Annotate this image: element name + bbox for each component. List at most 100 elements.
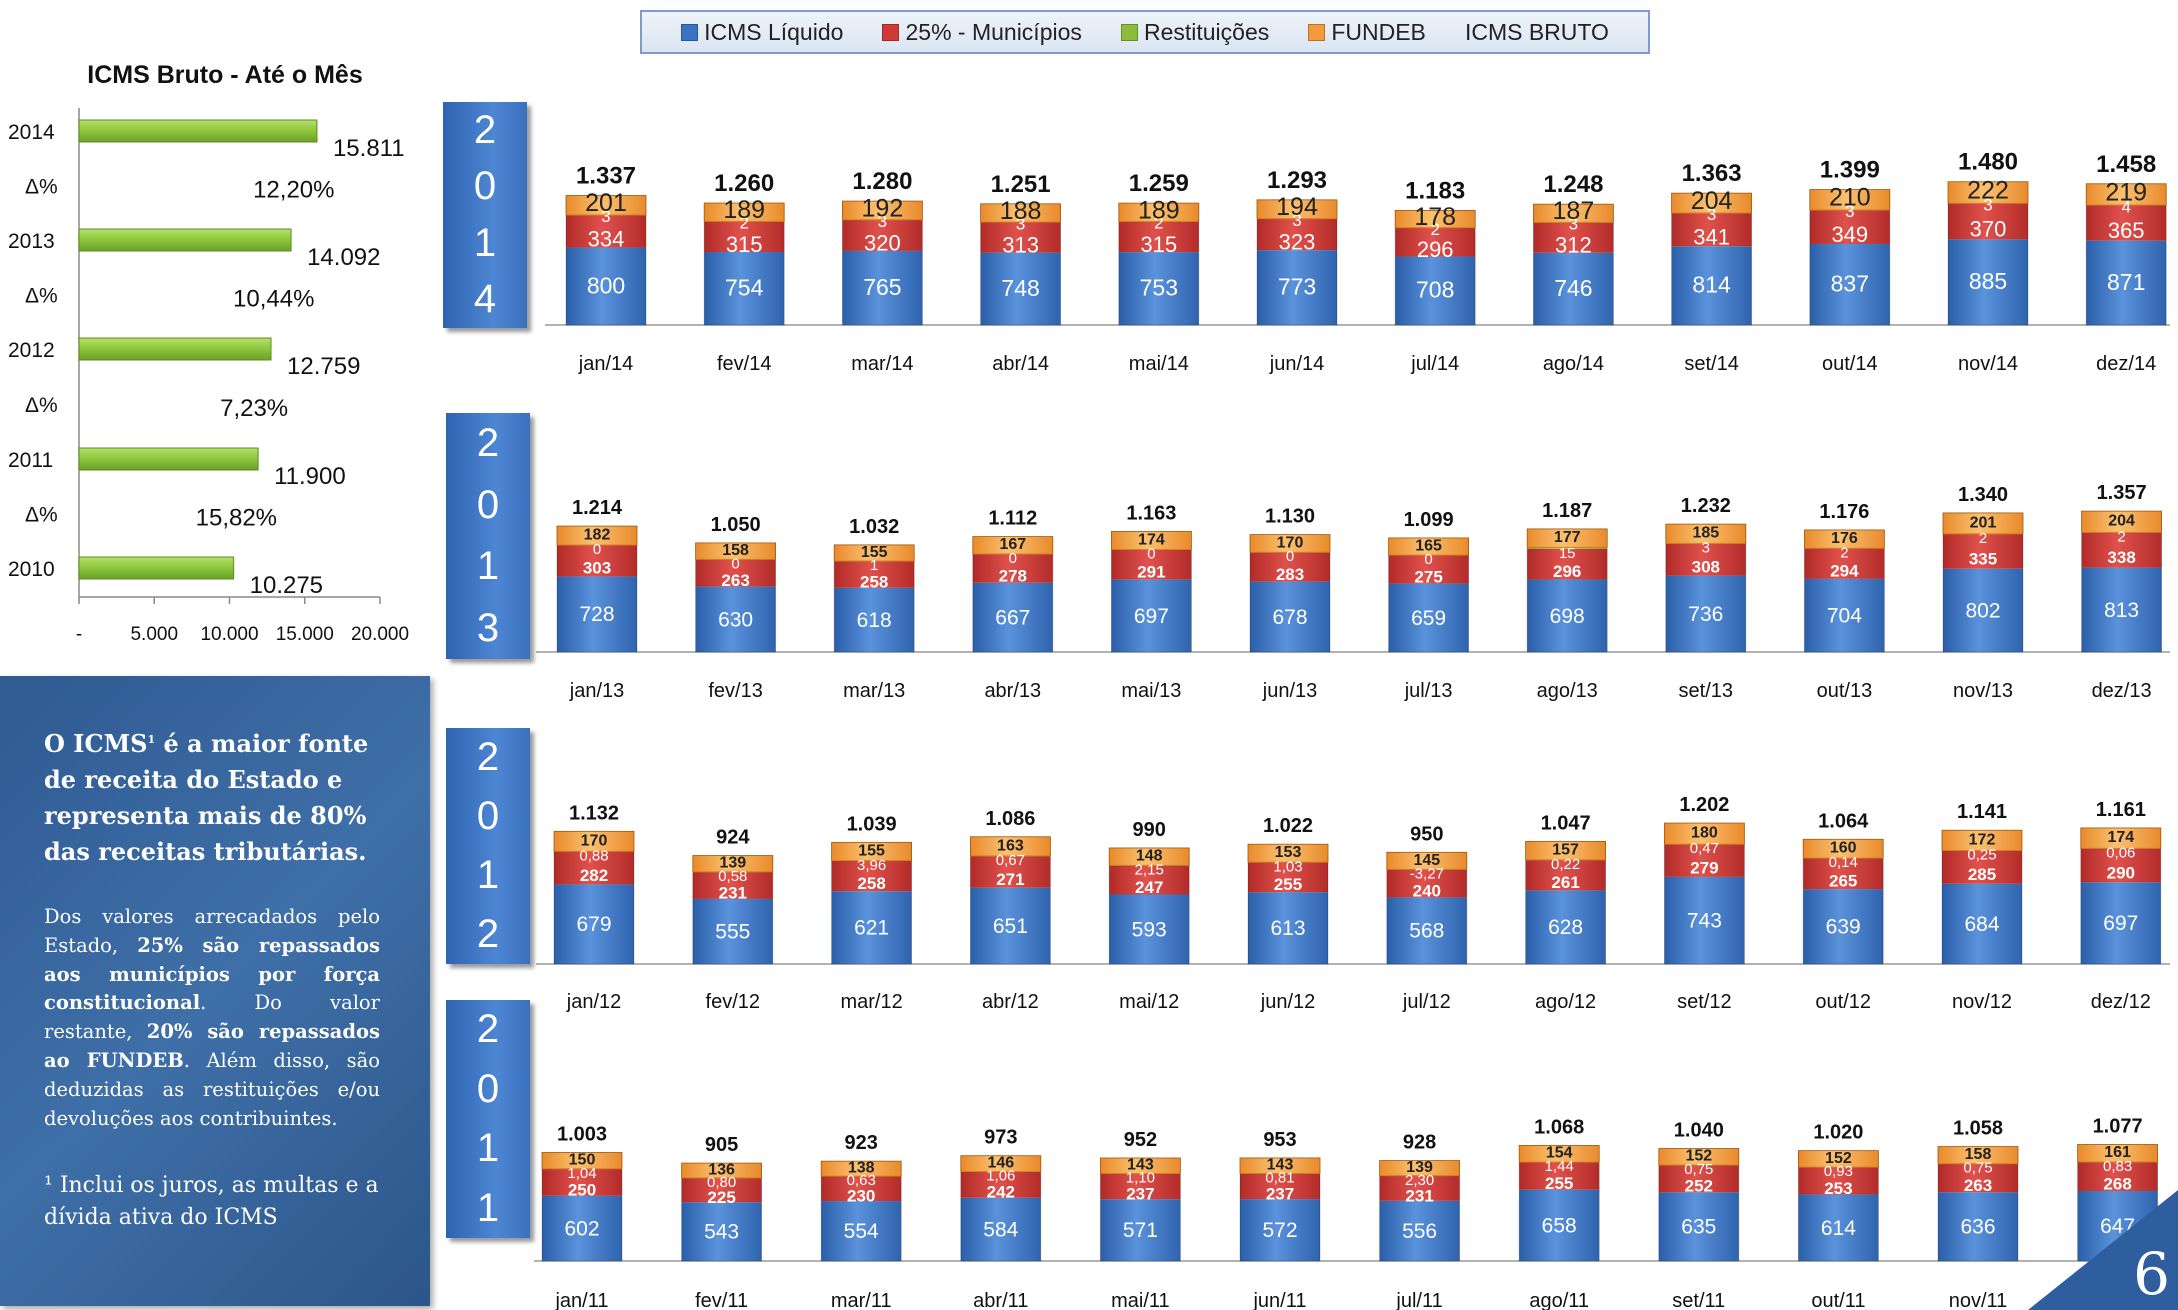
bar-outline bbox=[1947, 181, 2029, 326]
bar-fundeb bbox=[1664, 822, 1745, 845]
label-fundeb: 204 bbox=[1691, 187, 1733, 215]
legend-swatch-blue bbox=[681, 23, 699, 41]
label-icms-liquido: 555 bbox=[715, 920, 750, 943]
bar-fundeb bbox=[703, 202, 785, 222]
bar-outline bbox=[1256, 199, 1338, 326]
label-municipios: 255 bbox=[1274, 875, 1302, 894]
hbar-delta-value: 7,23% bbox=[220, 395, 288, 422]
label-icms-liquido: 613 bbox=[1270, 917, 1305, 940]
label-icms-bruto-total: 1.047 bbox=[1541, 812, 1591, 834]
month-tick-label: dez/13 bbox=[2092, 680, 2152, 702]
label-icms-liquido: 593 bbox=[1132, 918, 1167, 941]
month-tick-label: jun/11 bbox=[1252, 1290, 1306, 1310]
bar-fundeb bbox=[833, 544, 915, 562]
label-icms-bruto-total: 990 bbox=[1133, 819, 1166, 841]
label-icms-bruto-total: 1.259 bbox=[1129, 170, 1189, 197]
year-digit: 0 bbox=[476, 1066, 500, 1111]
label-fundeb: 167 bbox=[999, 536, 1026, 553]
legend-label: FUNDEB bbox=[1331, 18, 1426, 45]
month-tick-label: jan/14 bbox=[578, 353, 634, 375]
bar-icms-liquido bbox=[554, 884, 634, 964]
month-tick-label: nov/11 bbox=[1949, 1290, 2008, 1310]
label-restituicoes: 3 bbox=[1707, 205, 1716, 224]
bar-icms-liquido bbox=[970, 887, 1051, 964]
hbar-tick-label: - bbox=[76, 624, 82, 645]
label-icms-liquido: 630 bbox=[718, 608, 753, 631]
label-fundeb: 139 bbox=[719, 855, 746, 872]
bar-outline bbox=[1665, 523, 1747, 653]
label-municipios: 334 bbox=[588, 226, 625, 251]
month-tick-label: out/14 bbox=[1822, 353, 1878, 375]
bar-municipios bbox=[554, 851, 634, 885]
label-fundeb: 152 bbox=[1685, 1148, 1712, 1165]
bar-icms-liquido bbox=[1109, 894, 1190, 964]
bar-outline bbox=[831, 841, 912, 965]
bar-fundeb bbox=[1256, 199, 1338, 220]
bar-icms-liquido bbox=[960, 1197, 1041, 1261]
label-fundeb: 170 bbox=[581, 832, 608, 849]
hbar-bar-2014 bbox=[78, 119, 318, 143]
bar-fundeb bbox=[1111, 530, 1192, 550]
label-municipios: 278 bbox=[999, 566, 1027, 585]
bar-municipios bbox=[1109, 865, 1190, 895]
label-restituicoes: 3 bbox=[1845, 202, 1854, 221]
label-municipios: 258 bbox=[857, 874, 885, 893]
bar-outline bbox=[692, 855, 774, 965]
bar-municipios bbox=[980, 222, 1061, 253]
bar-municipios bbox=[2080, 848, 2161, 883]
bar-municipios bbox=[821, 1176, 902, 1202]
bar-fundeb bbox=[972, 536, 1054, 555]
label-icms-liquido: 679 bbox=[576, 913, 611, 936]
label-icms-liquido: 697 bbox=[1134, 605, 1169, 628]
bar-municipios bbox=[1118, 221, 1199, 253]
bar-outline bbox=[1100, 1157, 1181, 1262]
label-restituicoes: 2 bbox=[1979, 530, 1987, 547]
label-icms-bruto-total: 1.340 bbox=[1958, 484, 2008, 506]
bar-icms-liquido bbox=[1386, 897, 1467, 964]
label-fundeb: 153 bbox=[1275, 844, 1302, 861]
bar-fundeb bbox=[1941, 829, 2023, 851]
bar-fundeb bbox=[1379, 1160, 1460, 1176]
bar-fundeb bbox=[842, 200, 923, 221]
bar-outline bbox=[2081, 510, 2163, 653]
label-icms-bruto-total: 1.251 bbox=[991, 171, 1051, 198]
label-municipios: 312 bbox=[1555, 233, 1592, 258]
month-tick-label: nov/14 bbox=[1958, 353, 2018, 375]
bar-fundeb bbox=[1947, 181, 2029, 204]
legend-label: 25% - Municípios bbox=[905, 18, 1082, 45]
bar-fundeb bbox=[1525, 840, 1606, 861]
label-icms-bruto-total: 953 bbox=[1263, 1129, 1296, 1151]
month-tick-label: fev/14 bbox=[717, 353, 771, 375]
bar-icms-liquido bbox=[1533, 252, 1614, 325]
label-icms-bruto-total: 1.183 bbox=[1405, 177, 1465, 204]
label-municipios: 255 bbox=[1545, 1174, 1573, 1193]
bar-municipios bbox=[1111, 549, 1192, 580]
label-municipios: 261 bbox=[1551, 873, 1579, 892]
month-tick-label: abr/13 bbox=[984, 680, 1041, 702]
label-restituicoes: 3 bbox=[1569, 215, 1578, 234]
label-icms-liquido: 618 bbox=[857, 609, 892, 632]
label-fundeb: 174 bbox=[1138, 531, 1165, 548]
legend-swatch-orange bbox=[1308, 23, 1326, 41]
bar-fundeb bbox=[541, 1152, 623, 1170]
label-icms-bruto-total: 1.161 bbox=[2096, 799, 2146, 821]
bar-fundeb bbox=[1100, 1157, 1181, 1174]
month-tick-label: jun/14 bbox=[1269, 353, 1325, 375]
label-municipios: 296 bbox=[1417, 237, 1454, 262]
label-icms-liquido: 636 bbox=[1960, 1216, 1995, 1239]
label-icms-liquido: 651 bbox=[993, 915, 1028, 938]
bar-outline bbox=[1526, 528, 1608, 653]
bar-fundeb bbox=[692, 855, 774, 873]
label-municipios: 237 bbox=[1126, 1184, 1154, 1203]
label-municipios: 247 bbox=[1135, 878, 1163, 897]
label-icms-bruto-total: 1.077 bbox=[2093, 1115, 2143, 1137]
bar-municipios bbox=[566, 215, 646, 248]
label-icms-liquido: 748 bbox=[1001, 275, 1039, 301]
label-fundeb: 155 bbox=[861, 544, 888, 561]
label-restituicoes: 1,06 bbox=[986, 1168, 1015, 1185]
month-tick-label: jun/12 bbox=[1260, 991, 1316, 1013]
hbar-tick-label: 20.000 bbox=[351, 624, 409, 645]
bar-fundeb bbox=[553, 830, 635, 852]
bar-municipios bbox=[1519, 1162, 1600, 1190]
